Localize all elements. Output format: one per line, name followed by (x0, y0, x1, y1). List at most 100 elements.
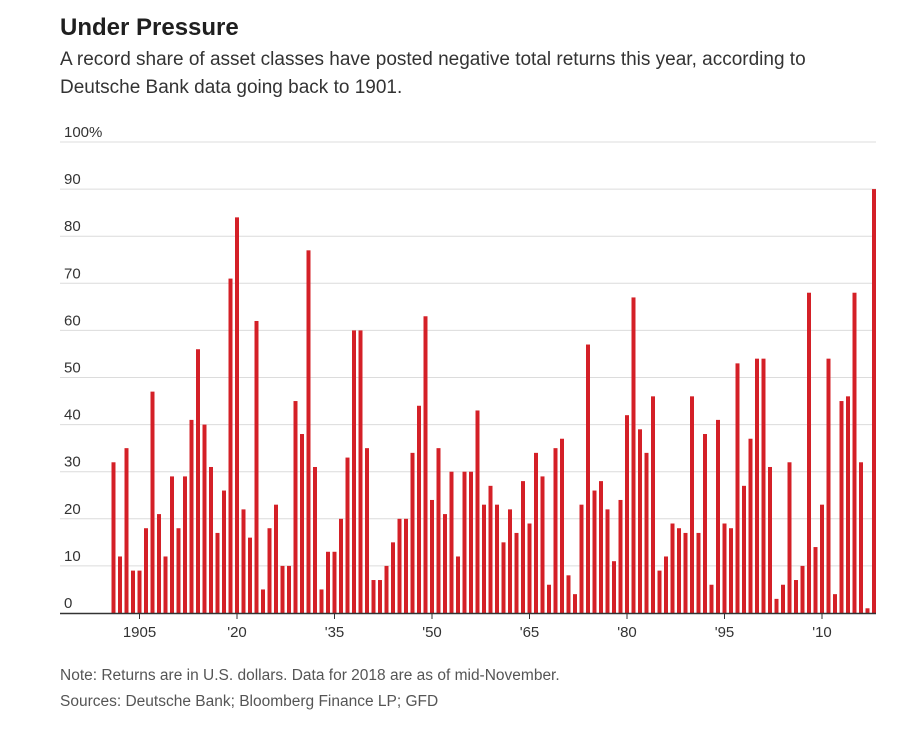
bar (241, 509, 246, 613)
x-tick-label: '65 (520, 624, 540, 641)
y-tick-label: 40 (64, 407, 81, 424)
bar (813, 547, 818, 613)
bar (521, 481, 525, 613)
bar (534, 452, 538, 613)
bar (839, 401, 844, 613)
bar (124, 448, 129, 613)
bars (111, 189, 876, 614)
bar (553, 448, 558, 613)
bar (859, 462, 863, 613)
bar (482, 504, 486, 613)
x-tick-label: '80 (617, 624, 637, 641)
bar (599, 481, 603, 613)
bar (612, 561, 616, 613)
bar (274, 504, 278, 613)
bar (137, 570, 142, 613)
bar (371, 580, 376, 613)
y-tick-label: 20 (64, 501, 81, 518)
bar (794, 580, 798, 613)
bar (449, 471, 454, 613)
bar (345, 457, 350, 613)
bar (339, 518, 343, 613)
y-tick-label: 60 (64, 312, 81, 329)
bar (176, 528, 181, 613)
bar (651, 396, 655, 613)
bar (703, 434, 707, 613)
bar (267, 528, 272, 613)
bar (495, 504, 499, 613)
bar (826, 358, 831, 613)
bar (566, 575, 571, 613)
bar (215, 532, 220, 613)
chart-title: Under Pressure (60, 14, 239, 41)
bar (183, 476, 187, 613)
bar (332, 551, 337, 613)
bar (573, 594, 577, 613)
bar (384, 565, 389, 613)
bar (742, 485, 746, 613)
bar (696, 532, 701, 613)
bar (365, 448, 369, 613)
y-tick-label: 50 (64, 360, 81, 377)
bar (319, 589, 324, 613)
bar (111, 462, 116, 613)
bar (872, 189, 876, 613)
bar (508, 509, 512, 613)
bar (560, 438, 564, 613)
bar (222, 490, 226, 613)
y-tick-label: 80 (64, 218, 81, 235)
bar (774, 598, 779, 613)
bar (326, 551, 330, 613)
bar (430, 499, 434, 613)
bar (209, 466, 213, 613)
bar (144, 528, 148, 613)
bar (807, 292, 811, 613)
x-axis-labels: 1905 '20 '35 '50 '65 '80 '95 '10 (123, 624, 832, 641)
gridlines (60, 141, 876, 567)
y-tick-label: 90 (64, 171, 81, 188)
bar (378, 580, 382, 613)
bar (287, 565, 291, 613)
x-tick-label: '20 (227, 624, 247, 641)
bar (456, 556, 460, 613)
bar (488, 485, 493, 613)
bar (397, 518, 402, 613)
bar (157, 514, 161, 613)
bar (716, 419, 720, 613)
bar (631, 297, 636, 613)
bar (644, 452, 649, 613)
bar (228, 278, 233, 613)
bar (664, 556, 668, 613)
bar (729, 528, 733, 613)
bar (150, 391, 155, 613)
bar (462, 471, 467, 613)
x-tick-label: '10 (812, 624, 832, 641)
bar (865, 608, 870, 613)
bar (625, 415, 629, 613)
bar (761, 358, 766, 613)
bar (638, 429, 642, 613)
bar (436, 448, 441, 613)
bar (443, 514, 447, 613)
bar (677, 528, 681, 613)
bar (417, 405, 421, 613)
bar (748, 438, 753, 613)
bar (547, 584, 551, 613)
y-axis-labels: 0 10 20 30 40 50 60 70 80 90 100% (64, 124, 102, 612)
bar (800, 565, 805, 613)
bar (423, 316, 428, 613)
y-tick-label: 70 (64, 265, 81, 282)
bar (469, 471, 473, 613)
bar (852, 292, 857, 613)
bar (605, 509, 610, 613)
bar (313, 466, 317, 613)
bar (833, 594, 837, 613)
bar (358, 330, 363, 613)
y-tick-label: 0 (64, 595, 72, 612)
bar (527, 523, 532, 613)
bar (501, 542, 506, 613)
bar (579, 504, 584, 613)
bar (189, 419, 194, 613)
bar (118, 556, 122, 613)
